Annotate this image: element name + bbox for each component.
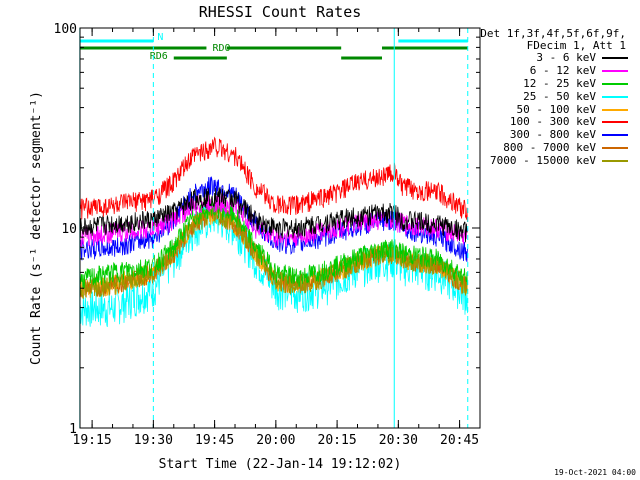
legend-item-6: 100 - 300 keV xyxy=(470,116,628,129)
legend-swatch xyxy=(602,159,628,162)
legend-label: 100 - 300 keV xyxy=(509,115,596,129)
legend-item-9: 7000 - 15000 keV xyxy=(470,154,628,167)
x-tick-label-1: 19:15 xyxy=(73,433,112,448)
legend-item-7: 300 - 800 keV xyxy=(470,129,628,142)
x-axis-label: Start Time (22-Jan-14 19:12:02) xyxy=(159,457,402,472)
footer-timestamp: 19-Oct-2021 04:00 xyxy=(554,468,636,477)
series-line-1 xyxy=(79,186,468,243)
legend-label: 7000 - 15000 keV xyxy=(490,153,596,167)
chart-title: RHESSI Count Rates xyxy=(199,3,362,21)
x-tick-label-5: 20:15 xyxy=(318,433,357,448)
x-tick-label-7: 20:45 xyxy=(440,433,479,448)
series-line-3 xyxy=(79,195,468,290)
y-tick-label-2: 10 xyxy=(61,222,77,237)
legend-item-2: 6 - 12 keV xyxy=(470,65,628,78)
legend-item-1: 3 - 6 keV xyxy=(470,52,628,65)
legend-label: 6 - 12 keV xyxy=(529,64,596,78)
legend-label: 25 - 50 keV xyxy=(523,89,596,103)
y-axis-label: Count Rate (s⁻¹ detector segment⁻¹) xyxy=(29,91,44,365)
legend-item-4: 25 - 50 keV xyxy=(470,90,628,103)
x-tick-label-4: 20:00 xyxy=(256,433,295,448)
legend-header-line-1: Det 1f,3f,4f,5f,6f,9f, xyxy=(480,27,626,40)
flag-label-n: N xyxy=(157,32,163,43)
legend-label: 300 - 800 keV xyxy=(509,128,596,142)
flag-label-rd6: RD6 xyxy=(150,51,168,62)
legend-swatch xyxy=(602,82,628,85)
legend-swatch xyxy=(602,121,628,124)
y-tick-label-3: 100 xyxy=(54,22,77,37)
legend-swatch xyxy=(602,134,628,137)
legend: Det 1f,3f,4f,5f,6f,9f, FDecim 1, Att 1 3… xyxy=(470,28,628,167)
legend-item-5: 50 - 100 keV xyxy=(470,103,628,116)
legend-item-8: 800 - 7000 keV xyxy=(470,140,628,155)
flag-label-rd0: RD0 xyxy=(212,43,230,54)
legend-item-3: 12 - 25 keV xyxy=(470,76,628,91)
x-tick-label-2: 19:30 xyxy=(134,433,173,448)
legend-label: 800 - 7000 keV xyxy=(503,140,596,154)
x-tick-label-3: 19:45 xyxy=(195,433,234,448)
legend-label: 3 - 6 keV xyxy=(536,51,596,65)
legend-header-line-2: FDecim 1, Att 1 xyxy=(526,39,626,52)
legend-swatch xyxy=(602,146,628,149)
legend-swatch xyxy=(602,57,628,60)
legend-swatch xyxy=(602,70,628,73)
legend-label: 12 - 25 keV xyxy=(523,76,596,90)
legend-swatch xyxy=(602,108,628,111)
y-tick-label-1: 1 xyxy=(69,422,77,437)
series-line-6 xyxy=(79,136,468,222)
legend-swatch xyxy=(602,95,628,98)
legend-label: 50 - 100 keV xyxy=(516,102,596,116)
x-tick-label-6: 20:30 xyxy=(379,433,418,448)
